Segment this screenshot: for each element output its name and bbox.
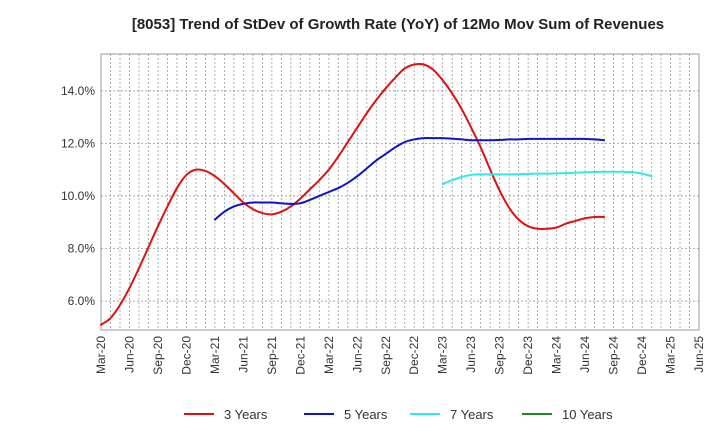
x-tick-label: Dec-24: [635, 336, 649, 375]
x-tick-label: Sep-21: [265, 336, 279, 375]
x-tick-label: Dec-23: [521, 336, 535, 375]
series-lines: [100, 62, 653, 326]
legend-item-10-years: 10 Years: [522, 407, 613, 422]
x-tick-label: Jun-25: [692, 336, 706, 373]
legend-label: 7 Years: [450, 407, 494, 422]
x-tick-label: Jun-23: [464, 336, 478, 373]
x-tick-label: Sep-24: [607, 336, 621, 375]
x-tick-label: Dec-21: [293, 336, 307, 375]
legend-label: 10 Years: [562, 407, 613, 422]
plot-frame: [100, 53, 700, 331]
chart-title: [8053] Trend of StDev of Growth Rate (Yo…: [132, 16, 664, 33]
plot-area: [100, 53, 700, 331]
y-tick-label: 6.0%: [68, 294, 96, 308]
y-axis-tick-labels: 6.0% 8.0% 10.0% 12.0% 14.0%: [61, 84, 95, 308]
x-tick-label: Jun-24: [578, 336, 592, 373]
y-tick-label: 8.0%: [68, 242, 96, 256]
legend-item-3-years: 3 Years: [184, 407, 268, 422]
x-tick-label: Sep-22: [379, 336, 393, 375]
y-tick-label: 12.0%: [61, 136, 95, 150]
legend-item-7-years: 7 Years: [410, 407, 494, 422]
x-tick-label: Jun-21: [236, 336, 250, 373]
x-tick-label: Mar-21: [208, 336, 222, 374]
legend: 3 Years 5 Years 7 Years 10 Years: [184, 407, 613, 422]
x-tick-label: Jun-22: [350, 336, 364, 373]
x-tick-label: Mar-25: [664, 336, 678, 374]
x-axis-tick-labels: Mar-20 Jun-20 Sep-20 Dec-20 Mar-21 Jun-21 Sep-…: [94, 336, 706, 375]
series-line-7-years: [441, 170, 653, 186]
legend-label: 3 Years: [224, 407, 268, 422]
x-tick-label: Mar-22: [322, 336, 336, 374]
x-tick-label: Sep-23: [493, 336, 507, 375]
vertical-gridlines: [110, 54, 690, 330]
legend-label: 5 Years: [344, 407, 388, 422]
x-tick-label: Mar-23: [436, 336, 450, 374]
x-tick-label: Dec-22: [407, 336, 421, 375]
series-line-5-years: [213, 137, 606, 221]
x-tick-label: Dec-20: [179, 336, 193, 375]
x-tick-label: Mar-20: [94, 336, 108, 374]
y-tick-label: 14.0%: [61, 84, 95, 98]
legend-item-5-years: 5 Years: [304, 407, 388, 422]
x-tick-label: Sep-20: [151, 336, 165, 375]
x-tick-label: Jun-20: [122, 336, 136, 373]
y-tick-label: 10.0%: [61, 189, 95, 203]
series-line-3-years: [100, 62, 606, 326]
x-tick-label: Mar-24: [550, 336, 564, 374]
